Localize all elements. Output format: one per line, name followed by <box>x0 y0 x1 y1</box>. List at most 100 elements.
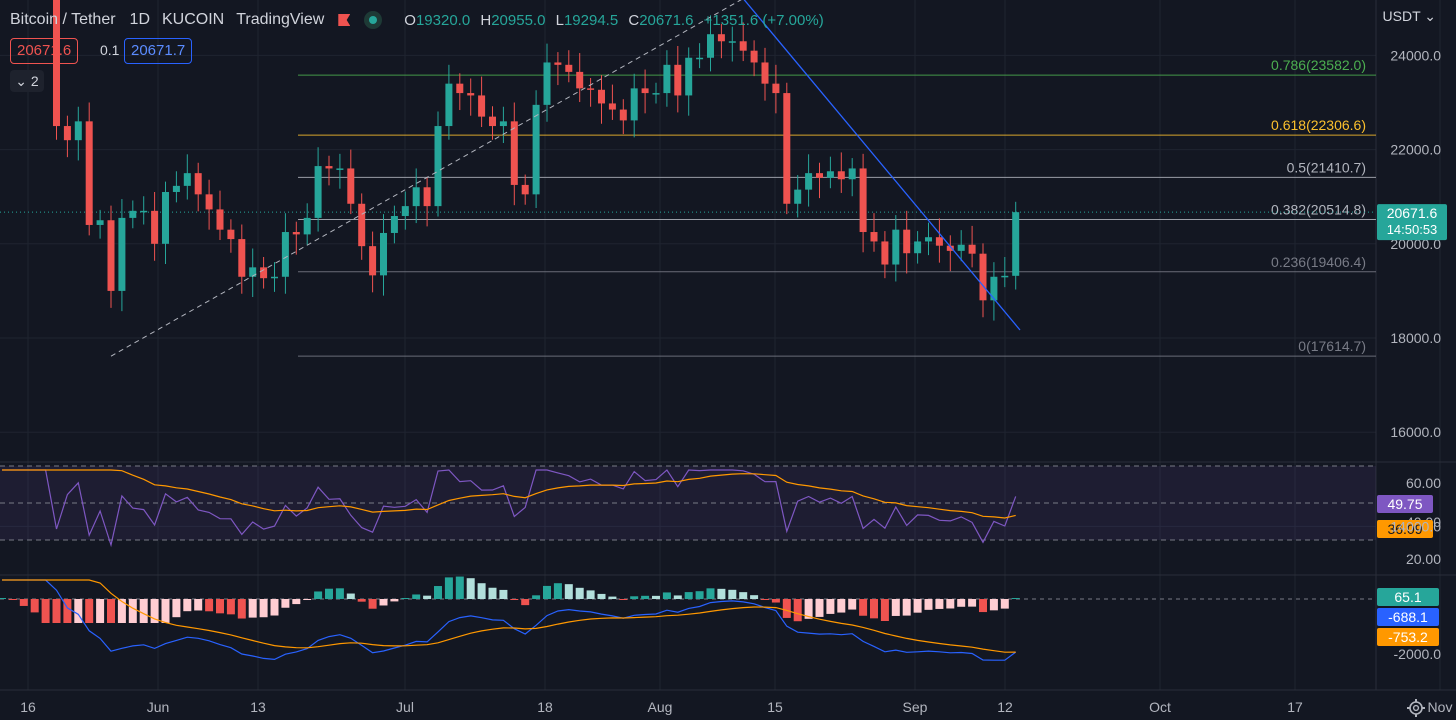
candle-body <box>249 267 257 277</box>
candle-body <box>162 191 169 244</box>
macd-histogram-bar <box>902 599 911 616</box>
macd-histogram-bar <box>325 588 333 599</box>
macd-histogram-bar <box>848 599 857 610</box>
macd-histogram-bar <box>183 599 192 612</box>
interval-label[interactable]: 1D <box>129 11 150 28</box>
time-axis-label: Jun <box>147 699 170 715</box>
macd-histogram-bar <box>750 595 759 599</box>
macd-axis-label: -2000.0 <box>1394 646 1442 662</box>
symbol-title[interactable]: Bitcoin / Tether <box>10 11 116 28</box>
grid <box>0 0 1456 691</box>
macd-histogram-bar <box>477 583 486 599</box>
fib-level-label: 0.382(20514.8) <box>1271 202 1366 218</box>
candle-body <box>1012 212 1020 276</box>
buy-price-button[interactable]: 20671.7 <box>124 38 193 64</box>
candle-body <box>750 50 758 63</box>
candle-body <box>783 93 791 204</box>
macd-histogram-bar <box>913 599 922 613</box>
chevron-down-icon: ⌄ <box>15 73 28 89</box>
macd-histogram-bar <box>237 599 246 619</box>
candle-body <box>761 62 769 84</box>
macd-histogram-bar <box>968 599 977 607</box>
time-axis-label: 18 <box>537 699 553 715</box>
currency-select[interactable]: USDT ⌄ <box>1383 8 1436 25</box>
candle-body <box>881 241 889 265</box>
flag-icon[interactable] <box>338 14 351 26</box>
macd-value-tag <box>1377 608 1439 626</box>
macd-histogram-bar <box>314 591 323 599</box>
macd-histogram-bar <box>30 599 39 613</box>
macd-histogram-bar <box>172 599 181 618</box>
candle-body <box>205 194 213 210</box>
macd-histogram-bar <box>717 588 726 599</box>
fib-level-label: 0.236(19406.4) <box>1271 254 1366 270</box>
candle-body <box>510 121 518 185</box>
macd-histogram-bar <box>597 593 606 599</box>
candle-body <box>74 121 82 141</box>
candle-body <box>151 210 159 244</box>
time-axis-label: Oct <box>1149 699 1171 715</box>
candle-body <box>870 232 878 242</box>
candle-body <box>554 62 562 65</box>
sell-price-button[interactable]: 20671.6 <box>10 38 79 64</box>
candle-body <box>837 171 845 180</box>
macd-histogram-bar <box>41 599 50 623</box>
macd-histogram-bar <box>575 587 584 599</box>
chart-header: Bitcoin / Tether 1D KUCOIN TradingView O… <box>0 0 824 40</box>
candle-body <box>85 121 93 225</box>
gear-icon[interactable] <box>1406 698 1426 718</box>
candle-body <box>826 171 834 178</box>
indicators-toggle-button[interactable]: ⌄ 2 <box>10 70 44 92</box>
fib-level-label: 0.5(21410.7) <box>1287 159 1366 175</box>
candle-body <box>914 241 922 254</box>
macd-histogram-bar <box>85 599 94 623</box>
candle-body <box>478 95 486 117</box>
indicators-count: 2 <box>30 73 39 89</box>
macd-histogram-bar <box>499 589 508 599</box>
last-price-tag <box>1377 204 1447 241</box>
candle-body <box>598 89 605 104</box>
fib-level-label: 0(17614.7) <box>1298 338 1366 354</box>
candle-body <box>685 57 693 96</box>
candle-body <box>935 237 943 246</box>
candle-body <box>630 88 638 121</box>
candle-body <box>194 173 202 195</box>
macd-histogram-bar <box>150 599 159 623</box>
rsi-line <box>2 469 1017 548</box>
macd-histogram-bar <box>107 599 115 623</box>
macd-histogram-value-tag <box>1377 588 1439 606</box>
candle-body <box>107 220 115 291</box>
candle-body <box>260 267 268 279</box>
candle-body <box>172 185 180 192</box>
macd-histogram-bar <box>281 599 290 608</box>
candle-body <box>619 109 627 121</box>
rsi-axis-label: 60.00 <box>1406 475 1441 491</box>
candle-body <box>696 57 704 60</box>
macd-pane: -2000.0 65.1 -688.1 -753.2 <box>0 576 1442 662</box>
macd-histogram-bar <box>880 599 889 622</box>
macd-histogram-bar <box>957 599 966 607</box>
macd-histogram-bar <box>619 599 628 600</box>
macd-line <box>2 579 1017 661</box>
candle-body <box>946 245 954 251</box>
candle-body <box>608 103 616 110</box>
macd-histogram-bar <box>128 599 137 623</box>
macd-histogram-bar <box>379 599 388 606</box>
time-axis-label: 16 <box>20 699 36 715</box>
candle-body <box>456 83 464 94</box>
candle-body <box>925 237 932 242</box>
candle-body <box>892 229 900 265</box>
price-axis-label: 22000.0 <box>1390 142 1441 158</box>
macd-histogram-bar <box>673 595 682 599</box>
time-axis-label: Jul <box>396 699 414 715</box>
macd-histogram-bar <box>346 593 355 599</box>
candle-body <box>968 244 976 254</box>
candle-body <box>118 217 126 291</box>
change-value: +1351.6 (+7.00%) <box>703 11 824 29</box>
time-axis-label: Nov <box>1428 699 1453 715</box>
candle-body <box>281 232 289 277</box>
macd-histogram-bar <box>194 599 203 611</box>
candle-body <box>325 166 333 169</box>
